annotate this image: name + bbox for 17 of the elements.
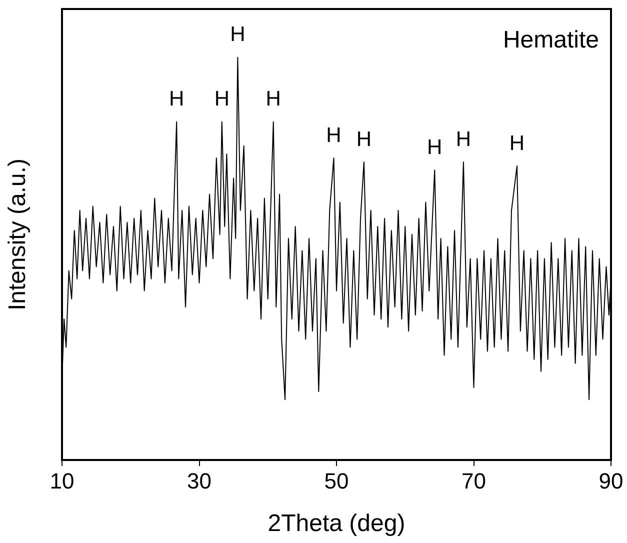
x-axis-title: 2Theta (deg) xyxy=(268,510,406,538)
x-tick-label: 90 xyxy=(598,468,624,494)
annotation: H xyxy=(266,88,281,111)
annotation: H xyxy=(509,132,525,155)
x-tick-label: 10 xyxy=(50,468,74,494)
x-tick-label: 50 xyxy=(324,468,349,494)
annotation: H xyxy=(356,128,372,151)
annotation: H xyxy=(456,128,472,151)
annotation: H xyxy=(326,124,342,147)
annotation: H xyxy=(169,88,184,111)
annotation: H xyxy=(214,88,230,111)
text: Hematite xyxy=(502,26,599,54)
y-axis-title: Intensity (a.u.) xyxy=(4,158,32,311)
x-tick-label: 30 xyxy=(187,468,212,494)
annotation: H xyxy=(230,23,246,46)
annotation: H xyxy=(427,136,442,159)
x-tick-label: 70 xyxy=(462,468,486,494)
